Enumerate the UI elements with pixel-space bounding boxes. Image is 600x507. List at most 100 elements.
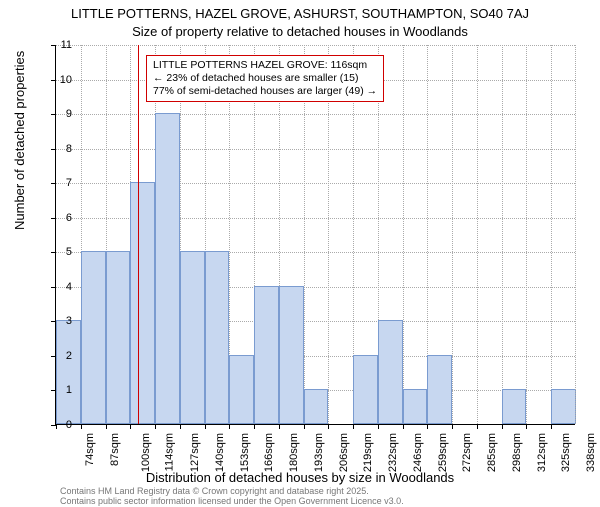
gridline-v	[502, 45, 503, 424]
xtick-mark	[551, 424, 552, 429]
annotation-box: LITTLE POTTERNS HAZEL GROVE: 116sqm← 23%…	[146, 55, 384, 102]
xtick-label: 127sqm	[189, 433, 201, 472]
xtick-label: 206sqm	[338, 433, 350, 472]
y-axis-label: Number of detached properties	[12, 51, 27, 230]
chart-title-main: LITTLE POTTERNS, HAZEL GROVE, ASHURST, S…	[0, 6, 600, 21]
xtick-label: 325sqm	[561, 433, 573, 472]
bar	[551, 389, 576, 424]
ytick-label: 0	[66, 419, 72, 431]
annot-line-1: LITTLE POTTERNS HAZEL GROVE: 116sqm	[153, 59, 377, 72]
xtick-label: 193sqm	[313, 433, 325, 472]
gridline-v	[526, 45, 527, 424]
ytick-mark	[51, 218, 56, 219]
xtick-label: 219sqm	[363, 433, 375, 472]
xtick-mark	[180, 424, 181, 429]
bar	[502, 389, 527, 424]
gridline-v	[477, 45, 478, 424]
chart-container: LITTLE POTTERNS, HAZEL GROVE, ASHURST, S…	[0, 0, 600, 500]
bar	[254, 286, 279, 424]
xtick-mark	[229, 424, 230, 429]
xtick-label: 100sqm	[140, 433, 152, 472]
ytick-label: 1	[66, 384, 72, 396]
xtick-label: 232sqm	[387, 433, 399, 472]
ytick-mark	[51, 183, 56, 184]
ytick-label: 6	[66, 212, 72, 224]
xtick-label: 166sqm	[263, 433, 275, 472]
xtick-mark	[205, 424, 206, 429]
xtick-mark	[526, 424, 527, 429]
plot-area: LITTLE POTTERNS HAZEL GROVE: 116sqm← 23%…	[55, 45, 575, 425]
bar	[205, 251, 230, 424]
gridline-v	[403, 45, 404, 424]
xtick-mark	[56, 424, 57, 429]
gridline-v	[551, 45, 552, 424]
xtick-mark	[328, 424, 329, 429]
xtick-mark	[81, 424, 82, 429]
marker-line	[138, 45, 139, 424]
xtick-mark	[452, 424, 453, 429]
ytick-label: 7	[66, 177, 72, 189]
xtick-label: 140sqm	[214, 433, 226, 472]
xtick-mark	[130, 424, 131, 429]
gridline-h	[56, 149, 575, 150]
footer-attribution: Contains HM Land Registry data © Crown c…	[60, 487, 404, 507]
xtick-mark	[427, 424, 428, 429]
bar	[56, 320, 81, 424]
bar	[304, 389, 329, 424]
ytick-mark	[51, 114, 56, 115]
gridline-h	[56, 114, 575, 115]
ytick-label: 8	[66, 143, 72, 155]
gridline-v	[575, 45, 576, 424]
bar	[130, 182, 155, 424]
xtick-mark	[477, 424, 478, 429]
bar	[155, 113, 180, 424]
xtick-label: 272sqm	[462, 433, 474, 472]
bar	[279, 286, 304, 424]
chart-title-sub: Size of property relative to detached ho…	[0, 24, 600, 39]
ytick-label: 11	[61, 39, 72, 51]
xtick-label: 259sqm	[437, 433, 449, 472]
ytick-mark	[51, 80, 56, 81]
bar	[106, 251, 131, 424]
ytick-label: 5	[66, 246, 72, 258]
xtick-label: 298sqm	[511, 433, 523, 472]
xtick-label: 114sqm	[164, 433, 176, 471]
xtick-mark	[254, 424, 255, 429]
xtick-mark	[155, 424, 156, 429]
bar	[427, 355, 452, 424]
xtick-label: 338sqm	[585, 433, 597, 472]
xtick-label: 87sqm	[109, 433, 121, 466]
annot-line-2: ← 23% of detached houses are smaller (15…	[153, 72, 377, 85]
xtick-label: 246sqm	[412, 433, 424, 472]
xtick-mark	[279, 424, 280, 429]
ytick-label: 10	[60, 74, 72, 86]
footer-line-2: Contains public sector information licen…	[60, 497, 404, 507]
x-axis-label: Distribution of detached houses by size …	[0, 470, 600, 485]
xtick-label: 285sqm	[486, 433, 498, 472]
xtick-label: 74sqm	[84, 433, 96, 466]
xtick-mark	[304, 424, 305, 429]
bar	[378, 320, 403, 424]
ytick-mark	[51, 252, 56, 253]
ytick-label: 4	[66, 281, 72, 293]
xtick-mark	[378, 424, 379, 429]
xtick-mark	[106, 424, 107, 429]
annot-line-3: 77% of semi-detached houses are larger (…	[153, 85, 377, 98]
xtick-label: 312sqm	[536, 433, 548, 472]
gridline-v	[452, 45, 453, 424]
ytick-label: 3	[66, 315, 72, 327]
bar	[81, 251, 106, 424]
ytick-mark	[51, 287, 56, 288]
bar	[403, 389, 428, 424]
xtick-label: 153sqm	[239, 433, 251, 472]
ytick-label: 2	[66, 350, 72, 362]
ytick-mark	[51, 45, 56, 46]
ytick-mark	[51, 149, 56, 150]
bar	[180, 251, 205, 424]
bar	[353, 355, 378, 424]
gridline-h	[56, 45, 575, 46]
ytick-label: 9	[66, 108, 72, 120]
xtick-label: 180sqm	[288, 433, 300, 472]
xtick-mark	[403, 424, 404, 429]
bar	[229, 355, 254, 424]
